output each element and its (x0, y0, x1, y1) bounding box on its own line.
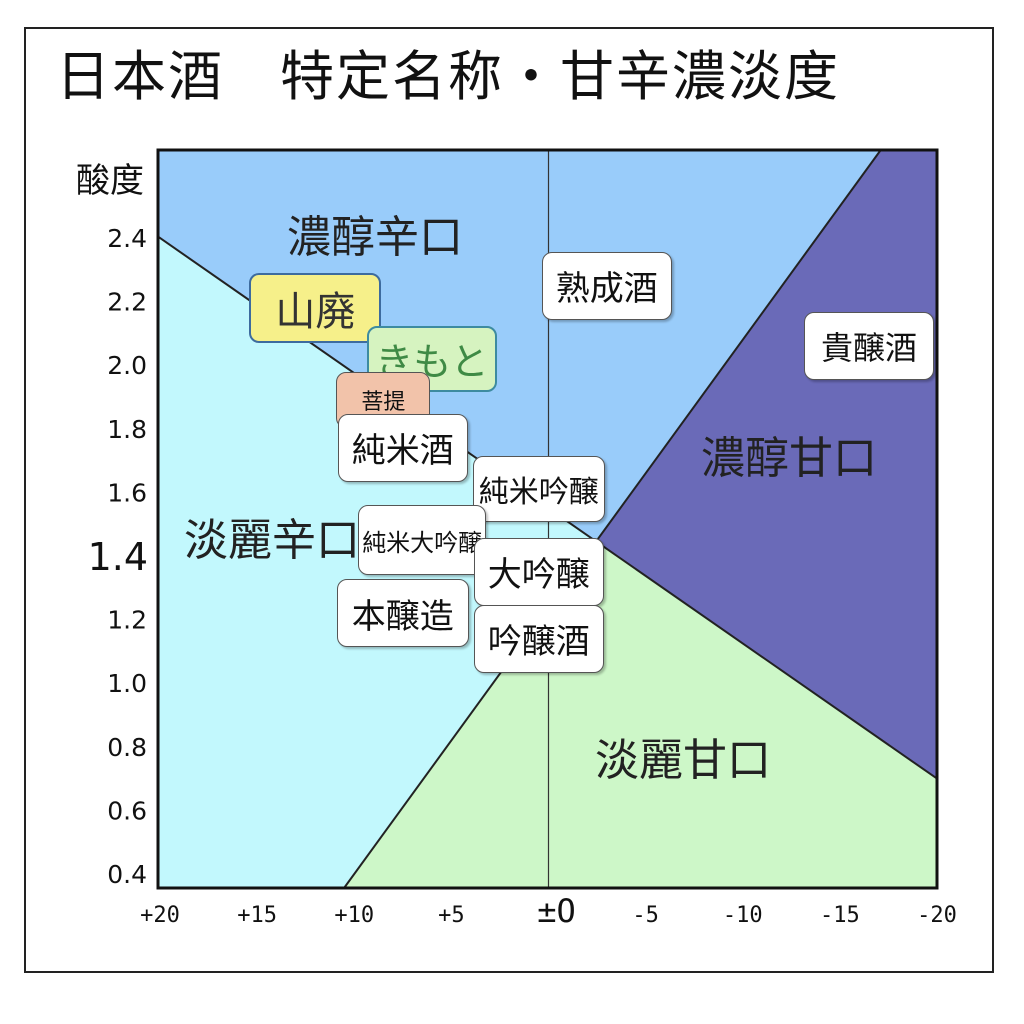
y-tick-label: 1.0 (107, 669, 147, 698)
y-tick-label: 1.4 (88, 535, 148, 579)
boundary-line-sweetness (343, 149, 882, 889)
x-tick-label: ±O (537, 892, 576, 930)
plot-border (156, 148, 939, 890)
y-axis-label: 酸度 (76, 161, 144, 201)
y-tick-label: 0.6 (107, 796, 147, 825)
x-tick-label: +5 (438, 903, 465, 928)
y-tick-label: 2.2 (107, 288, 147, 317)
y-tick-label: 1.2 (107, 606, 147, 635)
sake-type-label: 熟成酒 (541, 251, 672, 320)
y-tick-label: 1.6 (107, 478, 147, 507)
sake-type-label: 純米大吟醸 (358, 505, 487, 576)
region-tanrei-amakuchi (344, 541, 938, 888)
region-label: 淡麗辛口 (184, 515, 360, 566)
sake-type-label: 純米吟醸 (472, 456, 605, 523)
y-tick-label: 0.4 (107, 860, 147, 889)
x-tick-label: -10 (723, 903, 763, 928)
x-tick-label: +10 (334, 903, 374, 928)
x-tick-label: -20 (917, 903, 957, 928)
y-tick-label: 1.8 (107, 415, 147, 444)
sake-type-label: 本醸造 (336, 579, 469, 648)
sake-type-label: 吟醸酒 (473, 604, 604, 673)
x-tick-label: +20 (140, 903, 180, 928)
region-label: 濃醇甘口 (701, 433, 877, 484)
x-tick-label: +15 (237, 903, 277, 928)
x-tick-label: -15 (820, 903, 860, 928)
chart-title: 日本酒 特定名称・甘辛濃淡度 (56, 45, 840, 108)
sake-type-label: 貴醸酒 (804, 312, 934, 381)
region-nojun-amakuchi (596, 150, 937, 779)
x-tick-label: -5 (632, 903, 659, 928)
y-tick-label: 0.8 (107, 733, 147, 762)
sake-type-label: 純米酒 (337, 413, 468, 482)
region-label: 濃醇辛口 (287, 212, 463, 263)
y-tick-label: 2.0 (107, 351, 147, 380)
sake-type-label: 大吟醸 (473, 537, 604, 606)
region-label: 淡麗甘口 (595, 735, 771, 786)
region-nojun-karakuchi (158, 150, 881, 542)
y-tick-label: 2.4 (107, 224, 147, 253)
sake-type-label: 山廃 (249, 273, 382, 343)
